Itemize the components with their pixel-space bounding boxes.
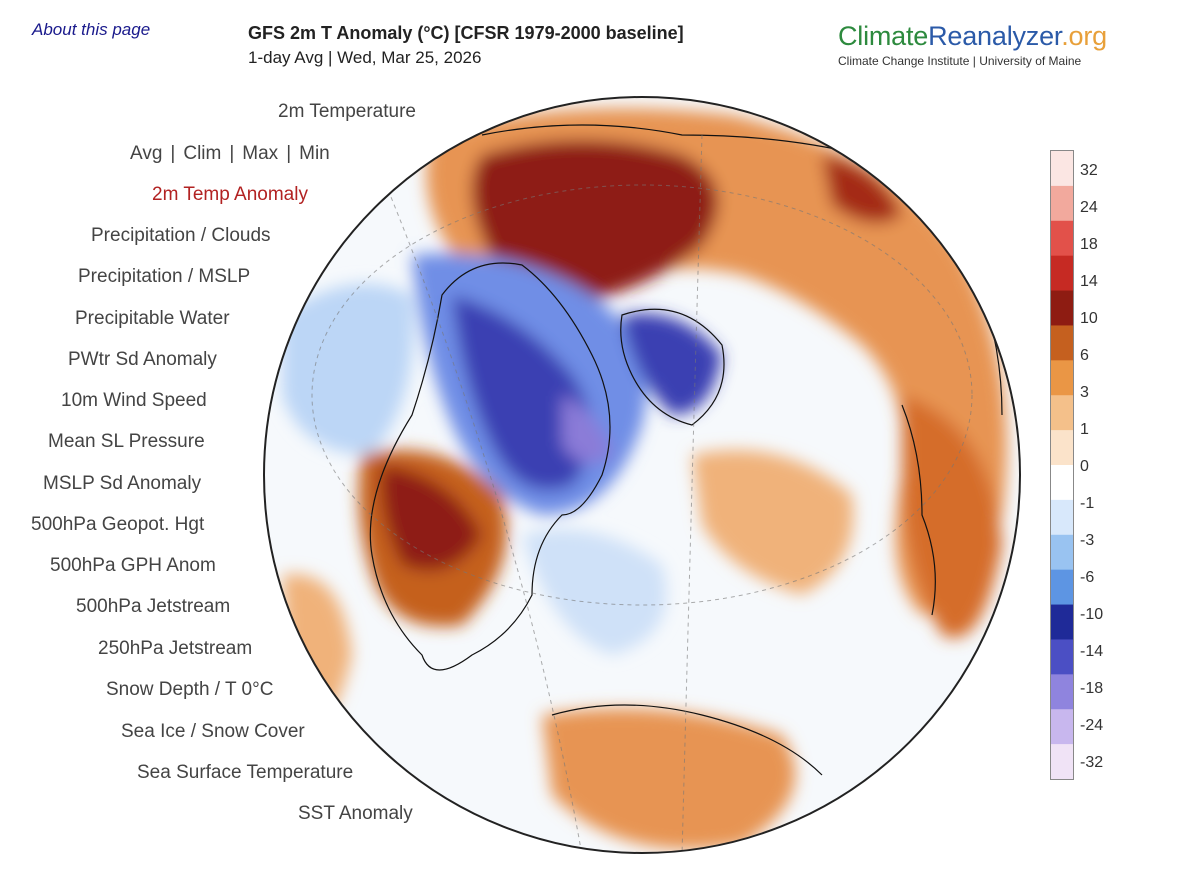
legend-label: -10 [1080, 606, 1104, 623]
legend-band [1051, 151, 1073, 187]
legend-label: -3 [1080, 532, 1095, 549]
logo-reanalyzer-text: Reanalyzer [928, 21, 1062, 51]
legend-label: -18 [1080, 680, 1104, 697]
legend-band [1051, 290, 1073, 326]
legend-band [1051, 430, 1073, 466]
warm-core-siberia [822, 155, 902, 223]
legend-band [1051, 534, 1073, 571]
menu-max[interactable]: Max [242, 143, 279, 164]
cool-region-atlantic [522, 529, 667, 655]
logo-org-text: .org [1061, 21, 1107, 51]
menu-separator: | [229, 143, 235, 164]
legend-label: 14 [1080, 273, 1098, 290]
legend-color-bar [1050, 150, 1074, 780]
warm-region-atlantic-europe [692, 450, 854, 595]
menu-250hpa-jetstream[interactable]: 250hPa Jetstream [98, 638, 253, 659]
legend-band [1051, 360, 1073, 396]
menu-mslp-sd-anomaly[interactable]: MSLP Sd Anomaly [43, 473, 202, 494]
warm-core-usa-west [381, 465, 482, 571]
menu-2m-temperature[interactable]: 2m Temperature [278, 101, 416, 122]
legend-label: 3 [1080, 384, 1089, 401]
menu-500hpa-jetstream[interactable]: 500hPa Jetstream [76, 596, 231, 617]
legend-band [1051, 604, 1073, 640]
menu-500hpa-geopot-hgt[interactable]: 500hPa Geopot. Hgt [31, 514, 205, 535]
warm-region-asia [902, 395, 1002, 639]
climate-reanalyzer-logo[interactable]: ClimateReanalyzer.org Climate Change Ins… [838, 20, 1107, 68]
cool-deepest-hudson [562, 395, 612, 463]
legend-label: -32 [1080, 754, 1104, 771]
logo-climate-text: Climate [838, 21, 929, 51]
legend-band [1051, 220, 1073, 257]
logo-subtitle: Climate Change Institute | University of… [838, 54, 1082, 68]
legend-band [1051, 255, 1073, 292]
legend-band [1051, 569, 1073, 606]
legend-band [1051, 674, 1073, 710]
about-page-link[interactable]: About this page [32, 20, 151, 39]
menu-separator: | [170, 143, 176, 164]
anomaly-globe-map[interactable] [262, 95, 1022, 855]
legend-label: 1 [1080, 421, 1089, 438]
legend-label: -6 [1080, 569, 1095, 586]
menu-2m-temp-anomaly[interactable]: 2m Temp Anomaly [152, 184, 308, 205]
warm-region-south-america [542, 708, 796, 850]
legend-band [1051, 325, 1073, 361]
menu-500hpa-gph-anom[interactable]: 500hPa GPH Anom [50, 555, 216, 576]
cool-region-greenland [622, 313, 722, 415]
menu-sst-anomaly[interactable]: SST Anomaly [298, 803, 413, 824]
menu-mean-sl-pressure[interactable]: Mean SL Pressure [48, 431, 205, 452]
legend-band [1051, 744, 1073, 779]
menu-avg[interactable]: Avg [130, 143, 163, 164]
legend-label: 10 [1080, 310, 1098, 327]
legend-band [1051, 395, 1073, 431]
cool-core-canada [452, 295, 592, 490]
map-title: GFS 2m T Anomaly (°C) [CFSR 1979-2000 ba… [248, 23, 684, 43]
legend-label: 6 [1080, 347, 1089, 364]
warm-core-arctic [472, 140, 718, 305]
menu-precipitable-water[interactable]: Precipitable Water [75, 308, 230, 329]
menu-min[interactable]: Min [299, 143, 330, 164]
menu-snow-depth[interactable]: Snow Depth / T 0°C [106, 679, 274, 700]
legend-label: 24 [1080, 199, 1098, 216]
menu-sea-ice-snow-cover[interactable]: Sea Ice / Snow Cover [121, 721, 305, 742]
legend-band [1051, 639, 1073, 675]
menu-separator: | [286, 143, 292, 164]
legend-band [1051, 499, 1073, 536]
menu-clim[interactable]: Clim [183, 143, 222, 164]
graticule [311, 134, 973, 853]
legend-band [1051, 185, 1073, 222]
logo-wordmark: ClimateReanalyzer.org [838, 20, 1107, 52]
legend-label: 0 [1080, 458, 1089, 475]
globe-outline [263, 96, 1021, 854]
color-legend: 32 24 18 14 10 6 3 1 0 -1 -3 -6 -10 -14 -18 -24 -32 [1050, 150, 1130, 780]
menu-10m-wind-speed[interactable]: 10m Wind Speed [61, 390, 207, 411]
menu-precipitation-mslp[interactable]: Precipitation / MSLP [78, 266, 251, 287]
globe-svg [263, 96, 1021, 854]
legend-band [1051, 709, 1073, 745]
legend-label: -1 [1080, 495, 1095, 512]
menu-pwtr-sd-anomaly[interactable]: PWtr Sd Anomaly [68, 349, 217, 370]
menu-precipitation-clouds[interactable]: Precipitation / Clouds [91, 225, 271, 246]
legend-label: 18 [1080, 236, 1098, 253]
map-subtitle: 1-day Avg | Wed, Mar 25, 2026 [248, 48, 482, 67]
legend-label: -24 [1080, 717, 1104, 734]
menu-sea-surface-temperature[interactable]: Sea Surface Temperature [137, 762, 354, 783]
legend-label: 32 [1080, 162, 1098, 179]
cool-region-pacific [282, 283, 414, 455]
menu-temperature-options: Avg | Clim | Max | Min [130, 143, 330, 165]
map-title-block: GFS 2m T Anomaly (°C) [CFSR 1979-2000 ba… [248, 22, 684, 68]
legend-band [1051, 465, 1073, 501]
legend-label: -14 [1080, 643, 1104, 660]
